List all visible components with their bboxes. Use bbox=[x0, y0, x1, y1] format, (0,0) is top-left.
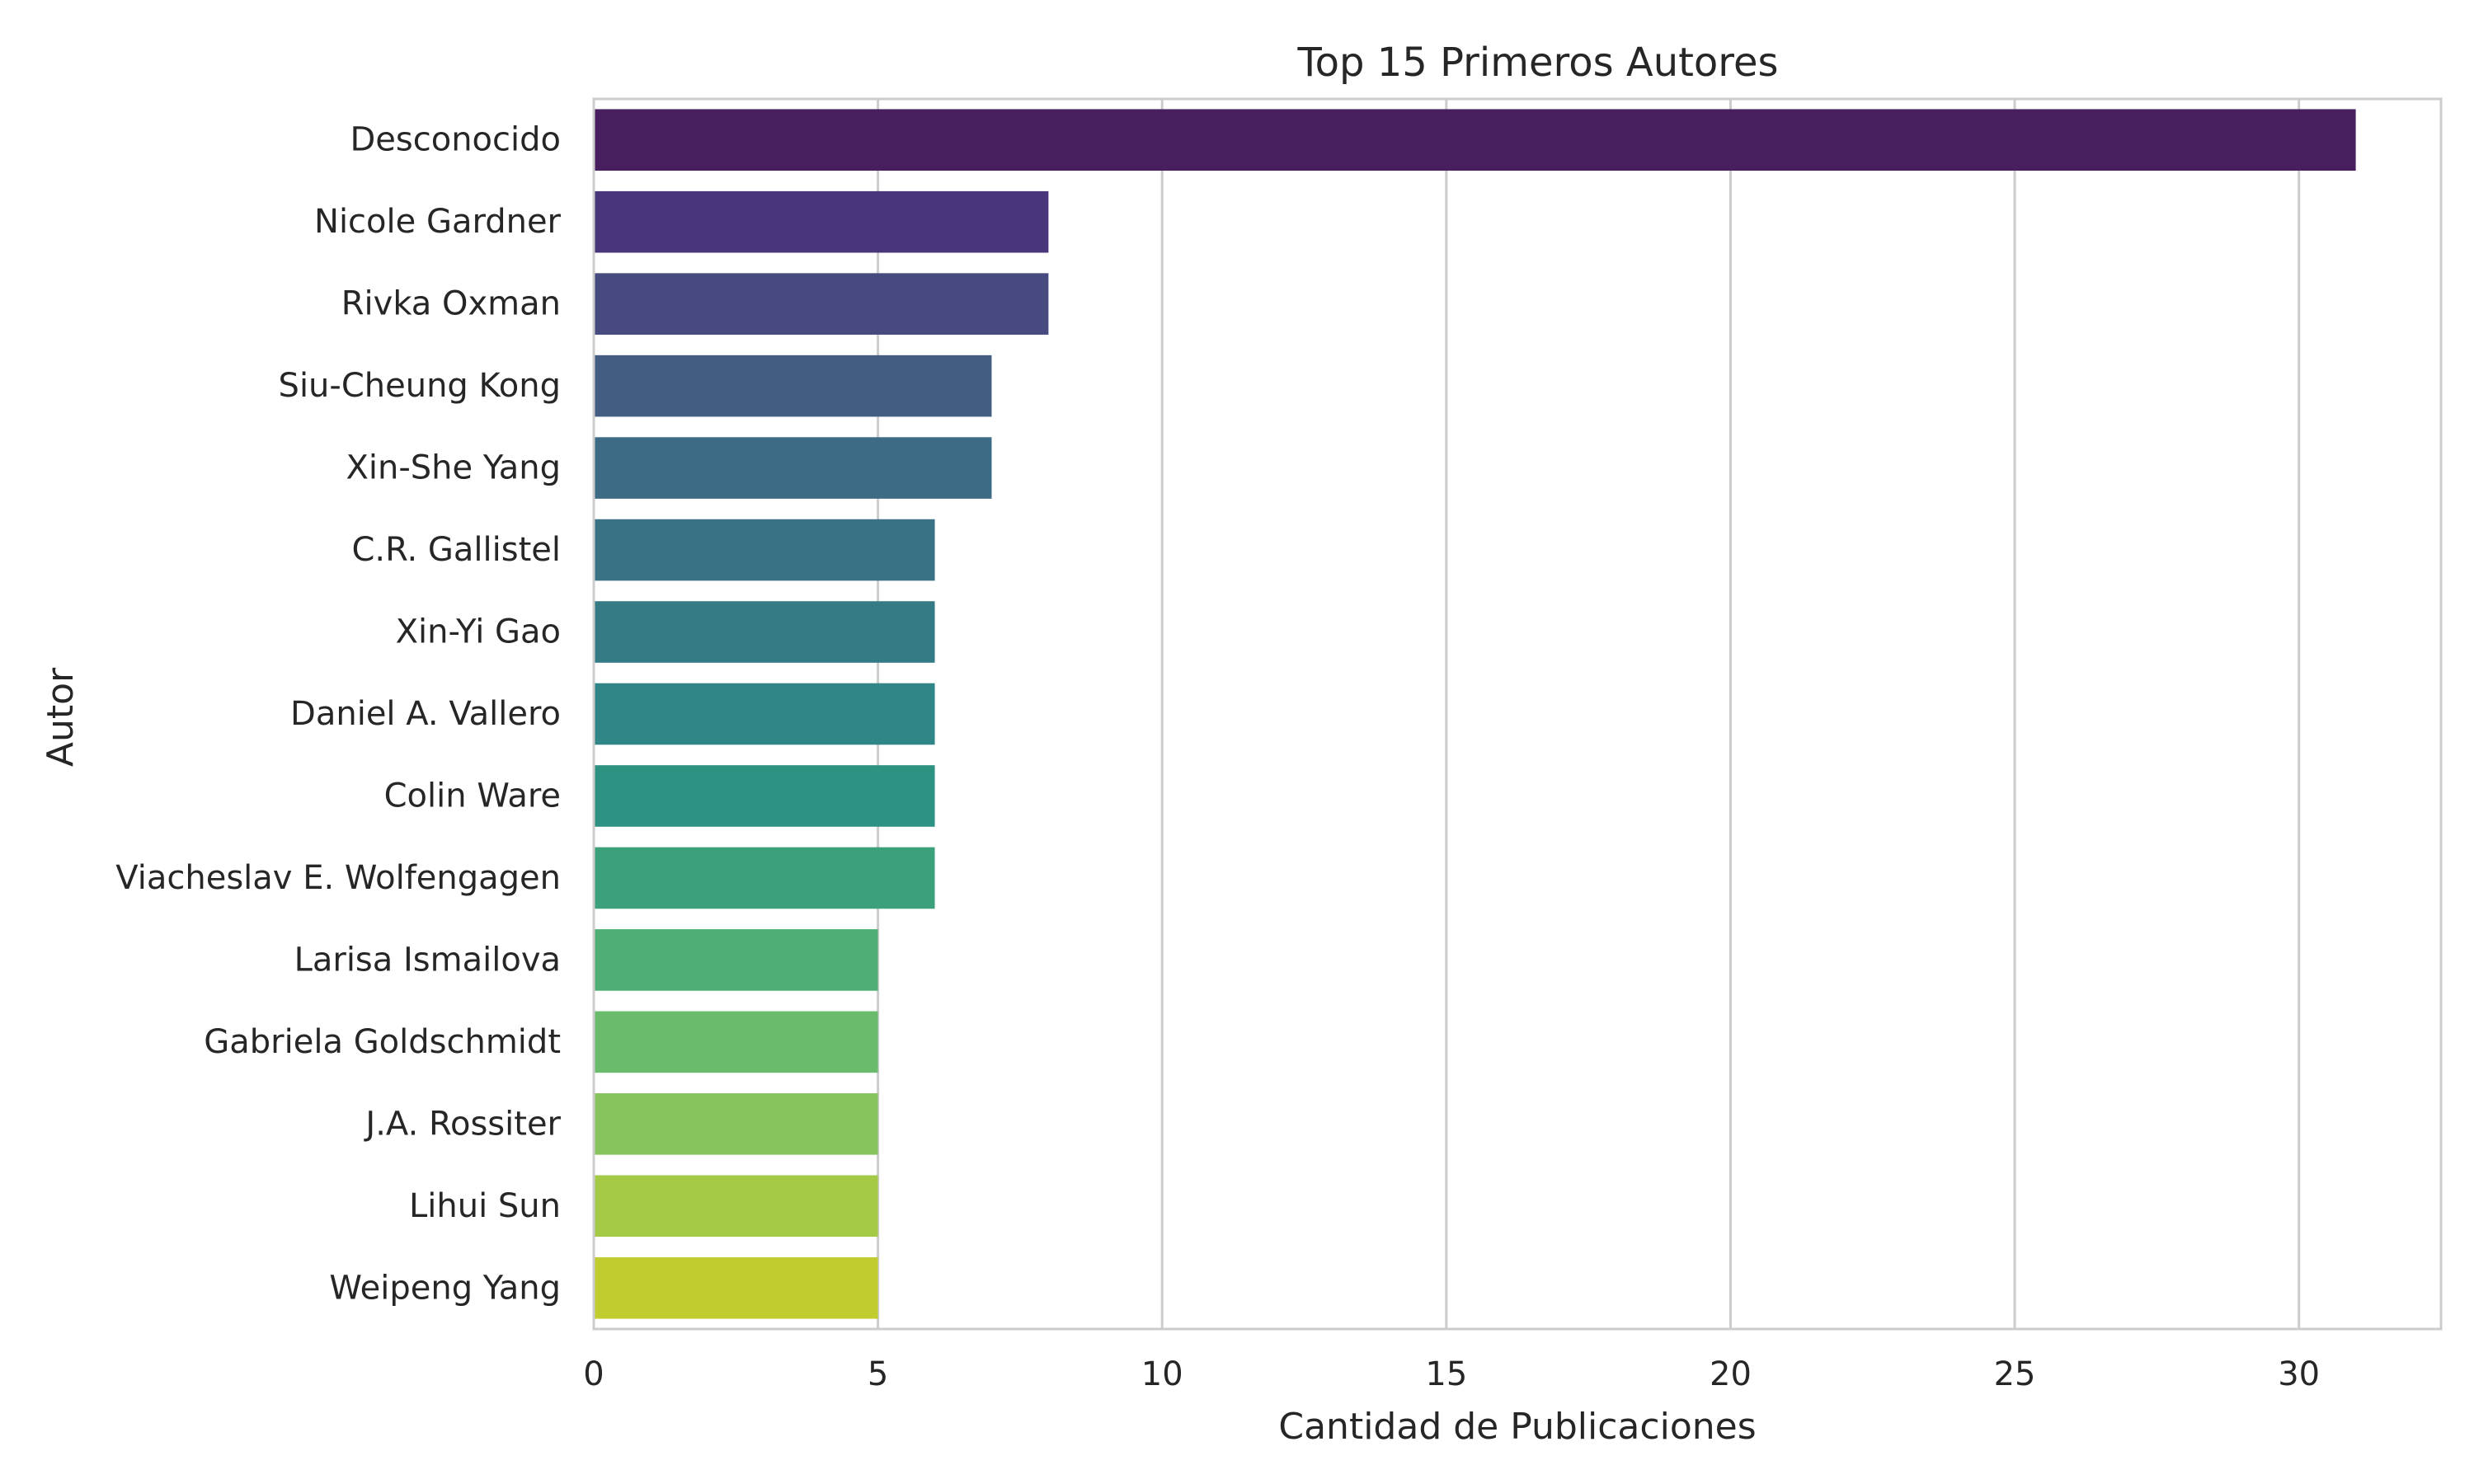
bars bbox=[594, 109, 2356, 1319]
x-tick-label: 20 bbox=[1710, 1355, 1752, 1393]
plot-frame bbox=[592, 97, 2443, 1331]
y-tick-label: Desconocido bbox=[350, 121, 561, 159]
y-tick-label: J.A. Rossiter bbox=[363, 1105, 561, 1143]
x-tick-label: 0 bbox=[583, 1355, 604, 1393]
bar bbox=[594, 519, 935, 581]
y-tick-label: Siu-Cheung Kong bbox=[279, 367, 561, 405]
bar bbox=[594, 765, 935, 827]
y-tick-label: Viacheslav E. Wolfengagen bbox=[115, 859, 561, 897]
x-tick-label: 5 bbox=[868, 1355, 888, 1393]
bar bbox=[594, 273, 1049, 335]
chart-title: Top 15 Primeros Autores bbox=[1296, 40, 1778, 86]
x-tick-label: 25 bbox=[1994, 1355, 2036, 1393]
x-tick-label: 15 bbox=[1425, 1355, 1467, 1393]
y-tick-label: Daniel A. Vallero bbox=[290, 695, 561, 733]
y-axis-label: Autor bbox=[40, 667, 82, 767]
y-tick-label: Colin Ware bbox=[384, 777, 561, 815]
y-tick-label: Xin-Yi Gao bbox=[396, 613, 561, 651]
y-tick-label: Weipeng Yang bbox=[329, 1269, 561, 1307]
bar bbox=[594, 437, 992, 499]
y-tick-labels: Desconocido Nicole Gardner Rivka Oxman Siu-… bbox=[115, 121, 561, 1308]
y-tick-label: Xin-She Yang bbox=[346, 449, 561, 487]
x-tick-labels: 0 5 10 15 20 25 30 bbox=[583, 1355, 2320, 1393]
y-tick-label: C.R. Gallistel bbox=[351, 531, 561, 569]
y-tick-label: Lihui Sun bbox=[409, 1187, 561, 1225]
bar bbox=[594, 1093, 878, 1155]
bar bbox=[594, 1175, 878, 1237]
bar bbox=[594, 929, 878, 991]
bar bbox=[594, 683, 935, 745]
bar bbox=[594, 109, 2356, 171]
bar bbox=[594, 1011, 878, 1073]
bar bbox=[594, 847, 935, 909]
y-tick-label: Gabriela Goldschmidt bbox=[204, 1023, 561, 1061]
bar bbox=[594, 1256, 878, 1319]
bar bbox=[594, 601, 935, 663]
bar bbox=[594, 190, 1049, 253]
bar bbox=[594, 355, 992, 417]
x-tick-label: 30 bbox=[2278, 1355, 2320, 1393]
x-tick-label: 10 bbox=[1141, 1355, 1183, 1393]
y-tick-label: Nicole Gardner bbox=[314, 203, 562, 241]
y-tick-label: Larisa Ismailova bbox=[294, 941, 561, 979]
y-tick-label: Rivka Oxman bbox=[341, 285, 561, 323]
x-axis-label: Cantidad de Publicaciones bbox=[1278, 1406, 1756, 1448]
